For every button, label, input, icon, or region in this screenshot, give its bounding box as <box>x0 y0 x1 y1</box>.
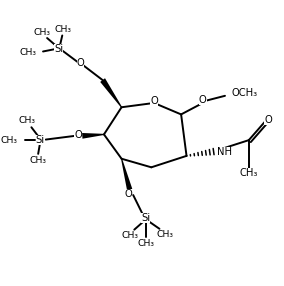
Text: Si: Si <box>36 135 45 144</box>
Text: O: O <box>150 96 158 106</box>
Text: O: O <box>264 116 272 125</box>
Text: O: O <box>199 95 207 105</box>
Text: CH₃: CH₃ <box>54 25 71 34</box>
Text: CH₃: CH₃ <box>34 28 51 37</box>
Text: CH₃: CH₃ <box>29 156 46 165</box>
Text: O: O <box>74 130 82 140</box>
Text: Si: Si <box>141 213 151 223</box>
Polygon shape <box>82 133 104 139</box>
Text: CH₃: CH₃ <box>19 47 36 57</box>
Text: CH₃: CH₃ <box>137 239 154 249</box>
Text: O: O <box>76 58 84 68</box>
Text: CH₃: CH₃ <box>18 116 35 126</box>
Polygon shape <box>121 158 132 190</box>
Polygon shape <box>100 78 122 108</box>
Text: CH₃: CH₃ <box>156 230 173 239</box>
Text: Si: Si <box>54 44 63 53</box>
Text: CH₃: CH₃ <box>240 168 258 178</box>
Text: CH₃: CH₃ <box>1 136 18 145</box>
Text: O: O <box>124 189 132 198</box>
Text: CH₃: CH₃ <box>121 231 138 241</box>
Text: OCH₃: OCH₃ <box>231 88 257 98</box>
Text: NH: NH <box>217 147 232 157</box>
